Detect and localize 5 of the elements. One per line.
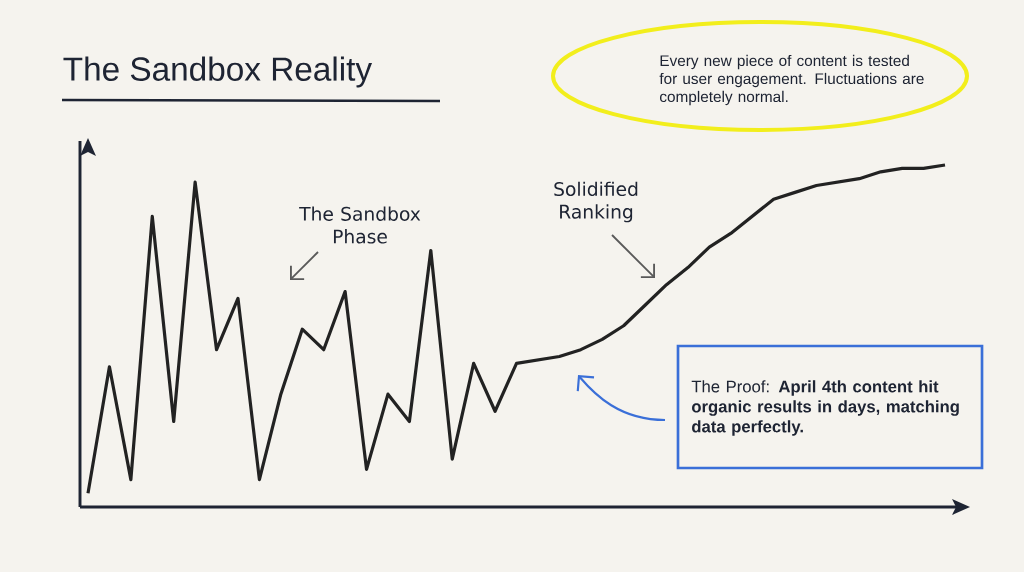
chart-title: The Sandbox Reality — [63, 56, 373, 88]
annotation: The Proof: April 4th content hit organic results in days, matching data perfectly. — [691, 380, 959, 436]
text: Every new piece of content is tested for user engagement. Fluctuations are completely normal. — [659, 54, 924, 106]
annotation: Solidified Ranking — [554, 181, 638, 223]
annotation: The Sandbox Phase — [299, 206, 421, 244]
